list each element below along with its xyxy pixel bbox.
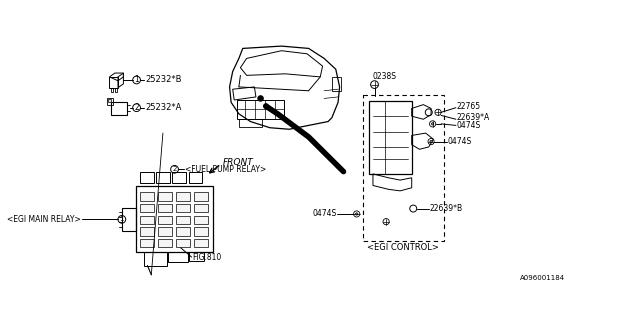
- Circle shape: [430, 140, 432, 143]
- Bar: [168, 252, 188, 262]
- Bar: [194, 192, 208, 201]
- Bar: [140, 215, 154, 224]
- Text: 0238S: 0238S: [372, 72, 396, 81]
- Text: <FUEL PUMP RELAY>: <FUEL PUMP RELAY>: [184, 165, 266, 174]
- Bar: [107, 99, 113, 105]
- Bar: [158, 192, 172, 201]
- Bar: [108, 99, 111, 102]
- Bar: [369, 101, 412, 174]
- Bar: [136, 186, 213, 252]
- Bar: [140, 204, 154, 212]
- Bar: [156, 172, 170, 183]
- Text: FRONT: FRONT: [223, 158, 253, 167]
- Text: 2: 2: [134, 103, 139, 112]
- Bar: [140, 192, 154, 201]
- Bar: [332, 77, 341, 91]
- Circle shape: [431, 123, 434, 125]
- Text: <EGI MAIN RELAY>: <EGI MAIN RELAY>: [7, 215, 81, 224]
- Text: 0474S: 0474S: [447, 137, 472, 146]
- Text: 1: 1: [120, 216, 124, 222]
- Text: 2: 2: [172, 166, 177, 172]
- Bar: [189, 172, 202, 183]
- Bar: [158, 227, 172, 236]
- Bar: [158, 215, 172, 224]
- Bar: [158, 239, 172, 247]
- Bar: [143, 252, 167, 266]
- Bar: [189, 252, 204, 261]
- Text: <EGI CONTROL>: <EGI CONTROL>: [367, 243, 438, 252]
- Bar: [176, 227, 190, 236]
- Text: 0474S: 0474S: [312, 210, 337, 219]
- Circle shape: [355, 213, 358, 215]
- Text: 22639*B: 22639*B: [429, 204, 463, 213]
- Bar: [172, 172, 186, 183]
- Bar: [194, 239, 208, 247]
- Text: 25232*B: 25232*B: [145, 76, 182, 84]
- Bar: [140, 239, 154, 247]
- Bar: [115, 88, 117, 92]
- Bar: [111, 88, 113, 92]
- Bar: [176, 215, 190, 224]
- Text: 25232*A: 25232*A: [145, 103, 182, 112]
- Bar: [194, 227, 208, 236]
- Text: 1: 1: [134, 76, 139, 84]
- Bar: [140, 172, 154, 183]
- Bar: [176, 204, 190, 212]
- Bar: [158, 204, 172, 212]
- Bar: [140, 227, 154, 236]
- Bar: [237, 100, 284, 119]
- Text: 0474S: 0474S: [457, 121, 481, 130]
- Bar: [176, 239, 190, 247]
- Circle shape: [264, 104, 268, 108]
- Bar: [194, 204, 208, 212]
- Bar: [363, 95, 444, 241]
- Circle shape: [258, 96, 263, 101]
- Bar: [239, 119, 262, 127]
- Bar: [194, 215, 208, 224]
- Text: A096001184: A096001184: [520, 275, 565, 281]
- Text: FIG.810: FIG.810: [193, 253, 221, 262]
- Text: 22765: 22765: [457, 102, 481, 111]
- Bar: [176, 192, 190, 201]
- Bar: [122, 208, 136, 231]
- Bar: [111, 102, 127, 116]
- Text: 22639*A: 22639*A: [457, 113, 490, 122]
